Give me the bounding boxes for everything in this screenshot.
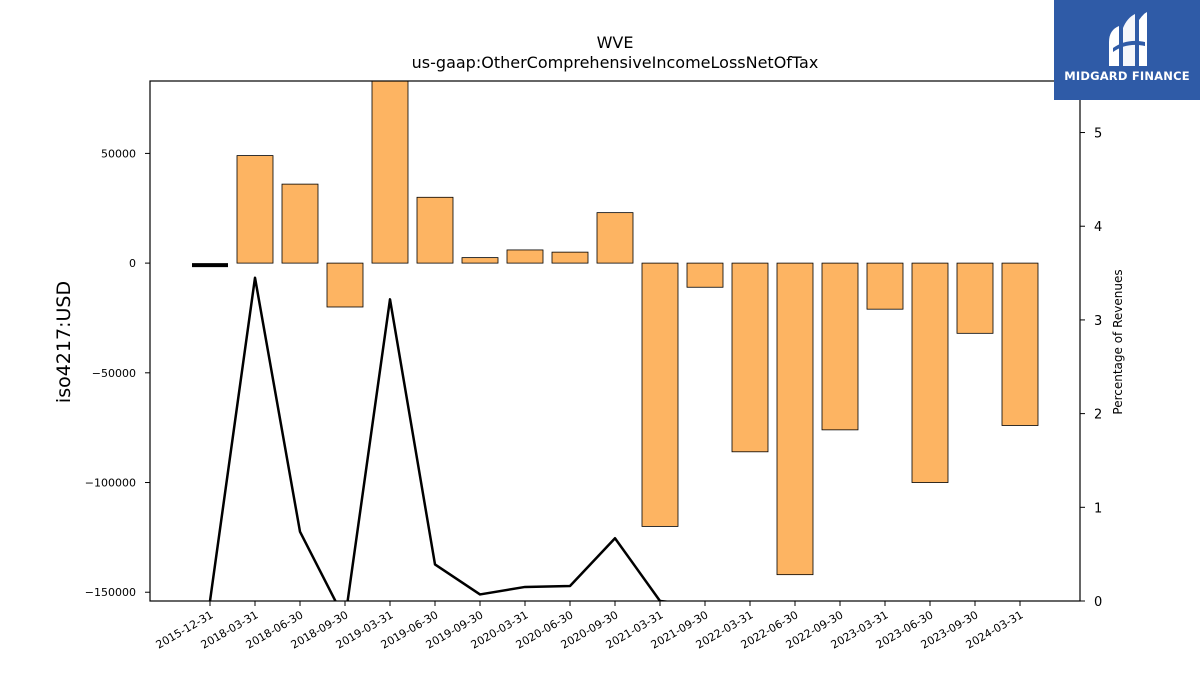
bar (371, 81, 409, 264)
y-tick-label: −50000 (92, 367, 136, 380)
midgard-finance-logo: MIDGARD FINANCE (1054, 0, 1200, 100)
y2-tick-label: 1 (1094, 501, 1102, 516)
y2-tick-label: 4 (1094, 220, 1102, 235)
y-tick-label: −150000 (85, 586, 136, 599)
chart-title: WVE (597, 33, 634, 52)
bar (281, 183, 319, 264)
bar (911, 262, 949, 483)
bar (551, 251, 589, 264)
bar (1001, 262, 1039, 426)
bars-layer (192, 81, 1039, 576)
bar (596, 212, 634, 264)
chart-subtitle: us-gaap:OtherComprehensiveIncomeLossNetO… (412, 53, 819, 72)
y2-tick-label: 2 (1094, 408, 1102, 423)
y-tick-label: 0 (129, 257, 136, 270)
series-line (208, 276, 673, 601)
bar (236, 155, 274, 264)
y-tick-label: −100000 (85, 477, 136, 490)
bar (641, 262, 679, 527)
y2-axis-label: Percentage of Revenues (1111, 269, 1125, 414)
bar (776, 262, 814, 576)
y2-tick-label: 0 (1094, 595, 1102, 610)
y-tick-label: 50000 (101, 147, 136, 160)
line-layer (208, 276, 673, 601)
logo-mark-icon (1109, 12, 1147, 66)
y-axis-label: iso4217:USD (53, 281, 75, 403)
y2-tick-label: 3 (1094, 314, 1102, 329)
bar (866, 262, 904, 310)
bar (731, 262, 769, 453)
bar (686, 262, 724, 288)
bar (506, 249, 544, 264)
logo-text: MIDGARD FINANCE (1064, 69, 1190, 83)
bar (326, 262, 364, 308)
y2-tick-label: 5 (1094, 127, 1102, 142)
bar (416, 196, 454, 264)
bar (956, 262, 994, 334)
bar (821, 262, 859, 431)
bar (461, 257, 499, 264)
